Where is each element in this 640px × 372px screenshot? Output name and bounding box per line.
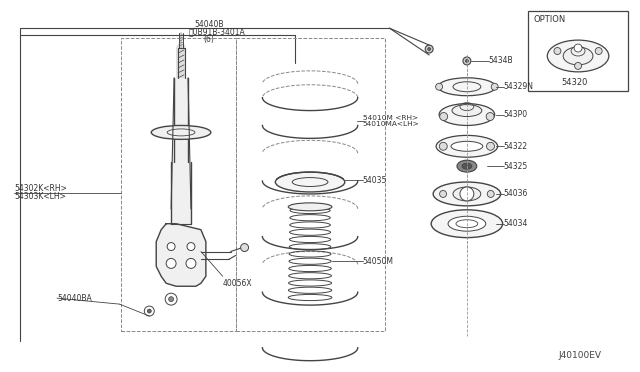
Ellipse shape <box>151 125 211 140</box>
Bar <box>529 11 628 91</box>
Circle shape <box>487 190 494 198</box>
Text: ⓝ0B91B-3401A: ⓝ0B91B-3401A <box>189 28 246 37</box>
Circle shape <box>187 243 195 250</box>
Circle shape <box>165 293 177 305</box>
Circle shape <box>168 296 173 302</box>
Circle shape <box>460 187 474 201</box>
Circle shape <box>486 142 495 150</box>
Circle shape <box>595 48 602 54</box>
Circle shape <box>428 48 431 51</box>
Ellipse shape <box>438 78 495 96</box>
Circle shape <box>186 259 196 268</box>
Text: 54325: 54325 <box>504 162 528 171</box>
Text: 54040BA: 54040BA <box>57 294 92 303</box>
Text: 543P0: 543P0 <box>504 110 528 119</box>
Ellipse shape <box>547 40 609 72</box>
Circle shape <box>439 142 447 150</box>
Circle shape <box>492 83 498 90</box>
Bar <box>122 38 236 331</box>
Ellipse shape <box>448 216 486 231</box>
Circle shape <box>463 57 471 65</box>
Text: J40100EV: J40100EV <box>558 351 601 360</box>
Text: 54010M <RH>: 54010M <RH> <box>363 115 418 121</box>
Bar <box>171 162 191 224</box>
Circle shape <box>166 259 176 268</box>
Text: 54302K<RH>: 54302K<RH> <box>14 185 67 193</box>
Text: 54034: 54034 <box>504 219 528 228</box>
Ellipse shape <box>433 182 500 206</box>
Ellipse shape <box>452 105 482 116</box>
Circle shape <box>145 306 154 316</box>
Circle shape <box>241 244 248 251</box>
Ellipse shape <box>453 187 481 201</box>
Circle shape <box>147 309 151 313</box>
Ellipse shape <box>431 210 502 238</box>
Text: 54322: 54322 <box>504 142 528 151</box>
Circle shape <box>574 44 582 52</box>
Ellipse shape <box>439 104 495 125</box>
Ellipse shape <box>563 47 593 65</box>
Text: 40056X: 40056X <box>223 279 252 288</box>
Circle shape <box>440 190 447 198</box>
Bar <box>174 78 188 162</box>
Bar <box>236 38 385 331</box>
Text: 54329N: 54329N <box>504 82 534 91</box>
Circle shape <box>425 45 433 53</box>
Text: 54050M: 54050M <box>363 257 394 266</box>
Circle shape <box>167 243 175 250</box>
Text: 54035: 54035 <box>363 176 387 185</box>
Text: 5434B: 5434B <box>489 57 513 65</box>
Circle shape <box>575 62 582 69</box>
Ellipse shape <box>457 160 477 172</box>
Circle shape <box>436 83 443 90</box>
Text: 54010MA<LH>: 54010MA<LH> <box>363 122 419 128</box>
Ellipse shape <box>451 141 483 151</box>
Circle shape <box>465 60 468 62</box>
Ellipse shape <box>288 203 332 211</box>
Circle shape <box>440 113 447 121</box>
Text: (6): (6) <box>204 35 215 44</box>
Text: 54320: 54320 <box>561 78 588 87</box>
Ellipse shape <box>275 172 345 192</box>
Text: 54303K<LH>: 54303K<LH> <box>14 192 66 201</box>
Text: 54036: 54036 <box>504 189 528 198</box>
Text: OPTION: OPTION <box>533 15 566 24</box>
Polygon shape <box>156 224 206 286</box>
Circle shape <box>554 48 561 54</box>
Text: 54040B: 54040B <box>194 20 223 29</box>
Ellipse shape <box>462 163 472 169</box>
Ellipse shape <box>436 135 498 157</box>
Circle shape <box>486 113 494 121</box>
